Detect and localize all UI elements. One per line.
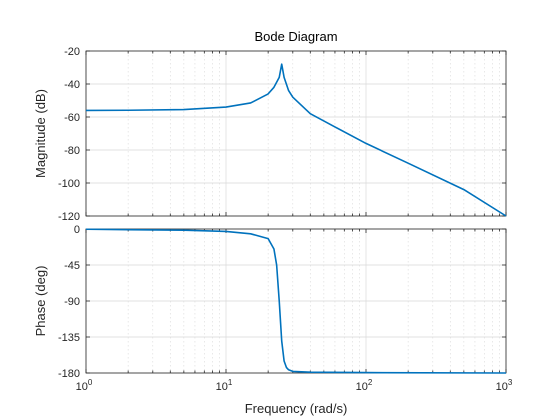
magnitude-y-tick-label: -40 (64, 79, 80, 91)
magnitude-y-tick-label: -100 (58, 178, 80, 190)
x-axis-label: Frequency (rad/s) (245, 401, 348, 416)
magnitude-axes-box (85, 50, 507, 217)
x-tick-label: 102 (356, 378, 373, 393)
phase-y-tick-label: -135 (58, 332, 80, 344)
phase-y-tick-label: 0 (74, 224, 80, 236)
magnitude-y-tick-label: -60 (64, 112, 80, 124)
magnitude-y-tick-label: -20 (64, 46, 80, 58)
phase-y-axis-label: Phase (deg) (33, 266, 48, 337)
magnitude-series-line (85, 63, 507, 217)
phase-axes-box (85, 228, 507, 374)
x-tick-label: 103 (496, 378, 513, 393)
x-tick-label: 101 (216, 378, 233, 393)
magnitude-y-tick-label: -80 (64, 145, 80, 157)
phase-y-tick-label: -45 (64, 260, 80, 272)
phase-series-line (85, 228, 507, 374)
magnitude-y-tick-label: -120 (58, 211, 80, 223)
phase-y-tick-label: -180 (58, 368, 80, 380)
chart-title: Bode Diagram (254, 29, 337, 44)
phase-y-tick-label: -90 (64, 296, 80, 308)
magnitude-plot: -20 -40 -60 -80 -100 -120 (58, 46, 507, 223)
x-tick-label: 100 (76, 378, 93, 393)
magnitude-y-axis-label: Magnitude (dB) (33, 89, 48, 178)
